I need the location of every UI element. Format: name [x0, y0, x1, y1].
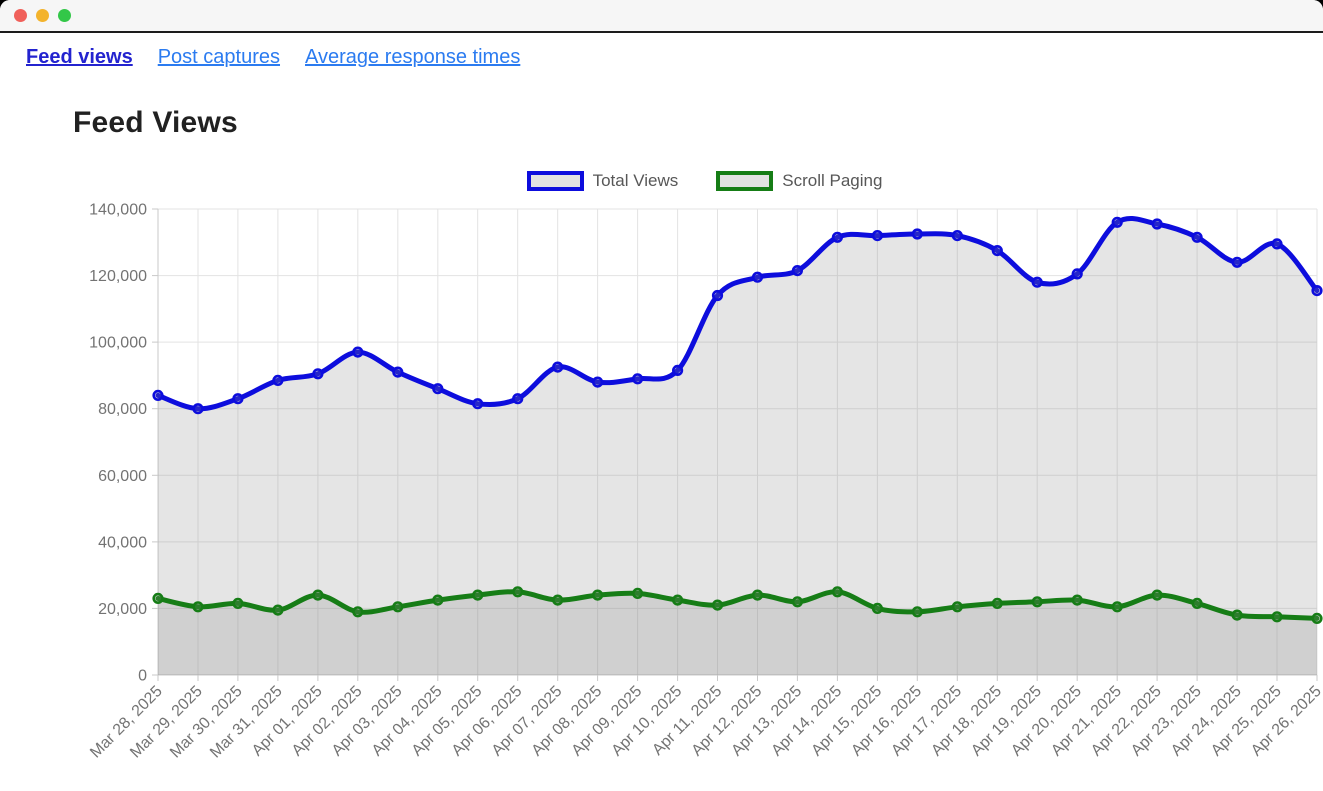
traffic-light-maximize[interactable]	[58, 9, 71, 22]
chart-legend: Total Views Scroll Paging	[43, 171, 1323, 191]
svg-text:40,000: 40,000	[98, 534, 147, 551]
scroll-paging-swatch	[716, 171, 774, 191]
svg-text:140,000: 140,000	[89, 202, 147, 219]
nav-link-feed-views[interactable]: Feed views	[26, 46, 133, 68]
feed-views-chart[interactable]: 0 20,000 40,000 60,000 80,000 100,000 120,000 1…	[0, 150, 1323, 791]
window-titlebar	[0, 0, 1323, 33]
svg-text:Apr 26, 2025: Apr 26, 2025	[1248, 683, 1323, 760]
total-views-swatch	[526, 171, 584, 191]
svg-text:80,000: 80,000	[98, 401, 147, 418]
svg-text:100,000: 100,000	[89, 335, 147, 352]
tab-nav: Feed views Post captures Average respons…	[26, 46, 520, 69]
nav-link-average-response-times[interactable]: Average response times	[305, 46, 521, 68]
chart-canvas[interactable]: 0 20,000 40,000 60,000 80,000 100,000 120,000 1…	[0, 150, 1323, 791]
svg-text:20,000: 20,000	[98, 601, 147, 618]
svg-text:120,000: 120,000	[89, 268, 147, 285]
svg-text:0: 0	[138, 668, 147, 685]
svg-text:60,000: 60,000	[98, 468, 147, 485]
total-views-label: Total Views	[592, 171, 679, 190]
legend-item-scroll-paging[interactable]: Scroll Paging	[716, 171, 882, 191]
page-title: Feed Views	[73, 106, 238, 139]
traffic-light-minimize[interactable]	[36, 9, 49, 22]
legend-item-total-views[interactable]: Total Views	[526, 171, 679, 191]
traffic-light-close[interactable]	[14, 9, 27, 22]
scroll-paging-label: Scroll Paging	[782, 171, 883, 190]
nav-link-post-captures[interactable]: Post captures	[157, 46, 281, 68]
